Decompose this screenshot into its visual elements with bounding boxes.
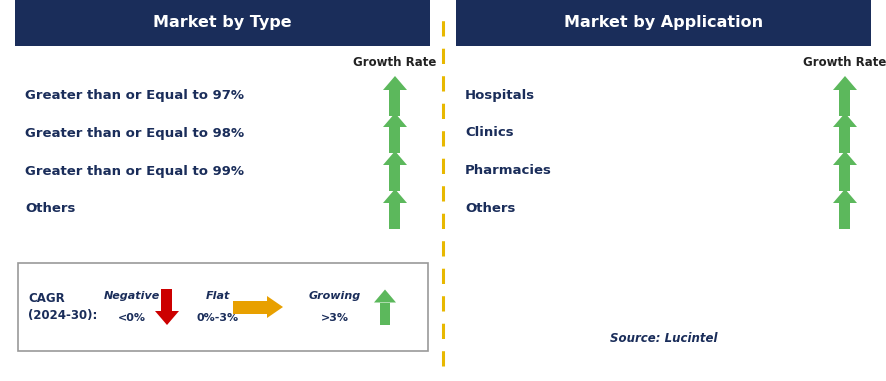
- Text: Flat: Flat: [206, 291, 230, 301]
- FancyBboxPatch shape: [15, 0, 430, 46]
- Polygon shape: [374, 290, 396, 303]
- FancyBboxPatch shape: [456, 0, 871, 46]
- FancyBboxPatch shape: [840, 90, 851, 116]
- Text: Hospitals: Hospitals: [465, 90, 535, 102]
- FancyBboxPatch shape: [840, 165, 851, 191]
- FancyBboxPatch shape: [390, 90, 400, 116]
- FancyBboxPatch shape: [390, 165, 400, 191]
- Text: Growth Rate: Growth Rate: [804, 56, 886, 69]
- Text: Greater than or Equal to 99%: Greater than or Equal to 99%: [25, 165, 244, 178]
- Text: Market by Type: Market by Type: [153, 16, 291, 30]
- Text: Market by Application: Market by Application: [563, 16, 763, 30]
- Text: (2024-30):: (2024-30):: [28, 309, 97, 322]
- FancyBboxPatch shape: [380, 303, 390, 325]
- Polygon shape: [267, 296, 283, 318]
- Text: Source: Lucintel: Source: Lucintel: [610, 333, 718, 346]
- Text: Clinics: Clinics: [465, 126, 514, 139]
- Polygon shape: [383, 113, 407, 127]
- Polygon shape: [833, 189, 857, 203]
- FancyBboxPatch shape: [390, 203, 400, 229]
- FancyBboxPatch shape: [390, 127, 400, 153]
- Polygon shape: [383, 151, 407, 165]
- Text: Others: Others: [465, 202, 516, 216]
- Polygon shape: [155, 311, 179, 325]
- FancyBboxPatch shape: [840, 203, 851, 229]
- Text: <0%: <0%: [118, 313, 146, 323]
- Text: Negative: Negative: [104, 291, 160, 301]
- Text: Greater than or Equal to 98%: Greater than or Equal to 98%: [25, 126, 245, 139]
- Polygon shape: [383, 189, 407, 203]
- Text: Others: Others: [25, 202, 75, 216]
- Text: 0%-3%: 0%-3%: [197, 313, 239, 323]
- FancyBboxPatch shape: [18, 263, 428, 351]
- FancyBboxPatch shape: [161, 289, 173, 311]
- FancyBboxPatch shape: [233, 301, 267, 314]
- Polygon shape: [833, 76, 857, 90]
- FancyBboxPatch shape: [840, 127, 851, 153]
- Text: Growing: Growing: [309, 291, 361, 301]
- Polygon shape: [383, 76, 407, 90]
- Text: Greater than or Equal to 97%: Greater than or Equal to 97%: [25, 90, 244, 102]
- Text: >3%: >3%: [321, 313, 349, 323]
- Polygon shape: [833, 151, 857, 165]
- Polygon shape: [833, 113, 857, 127]
- Text: Pharmacies: Pharmacies: [465, 165, 552, 178]
- Text: Growth Rate: Growth Rate: [354, 56, 437, 69]
- Text: CAGR: CAGR: [28, 291, 65, 304]
